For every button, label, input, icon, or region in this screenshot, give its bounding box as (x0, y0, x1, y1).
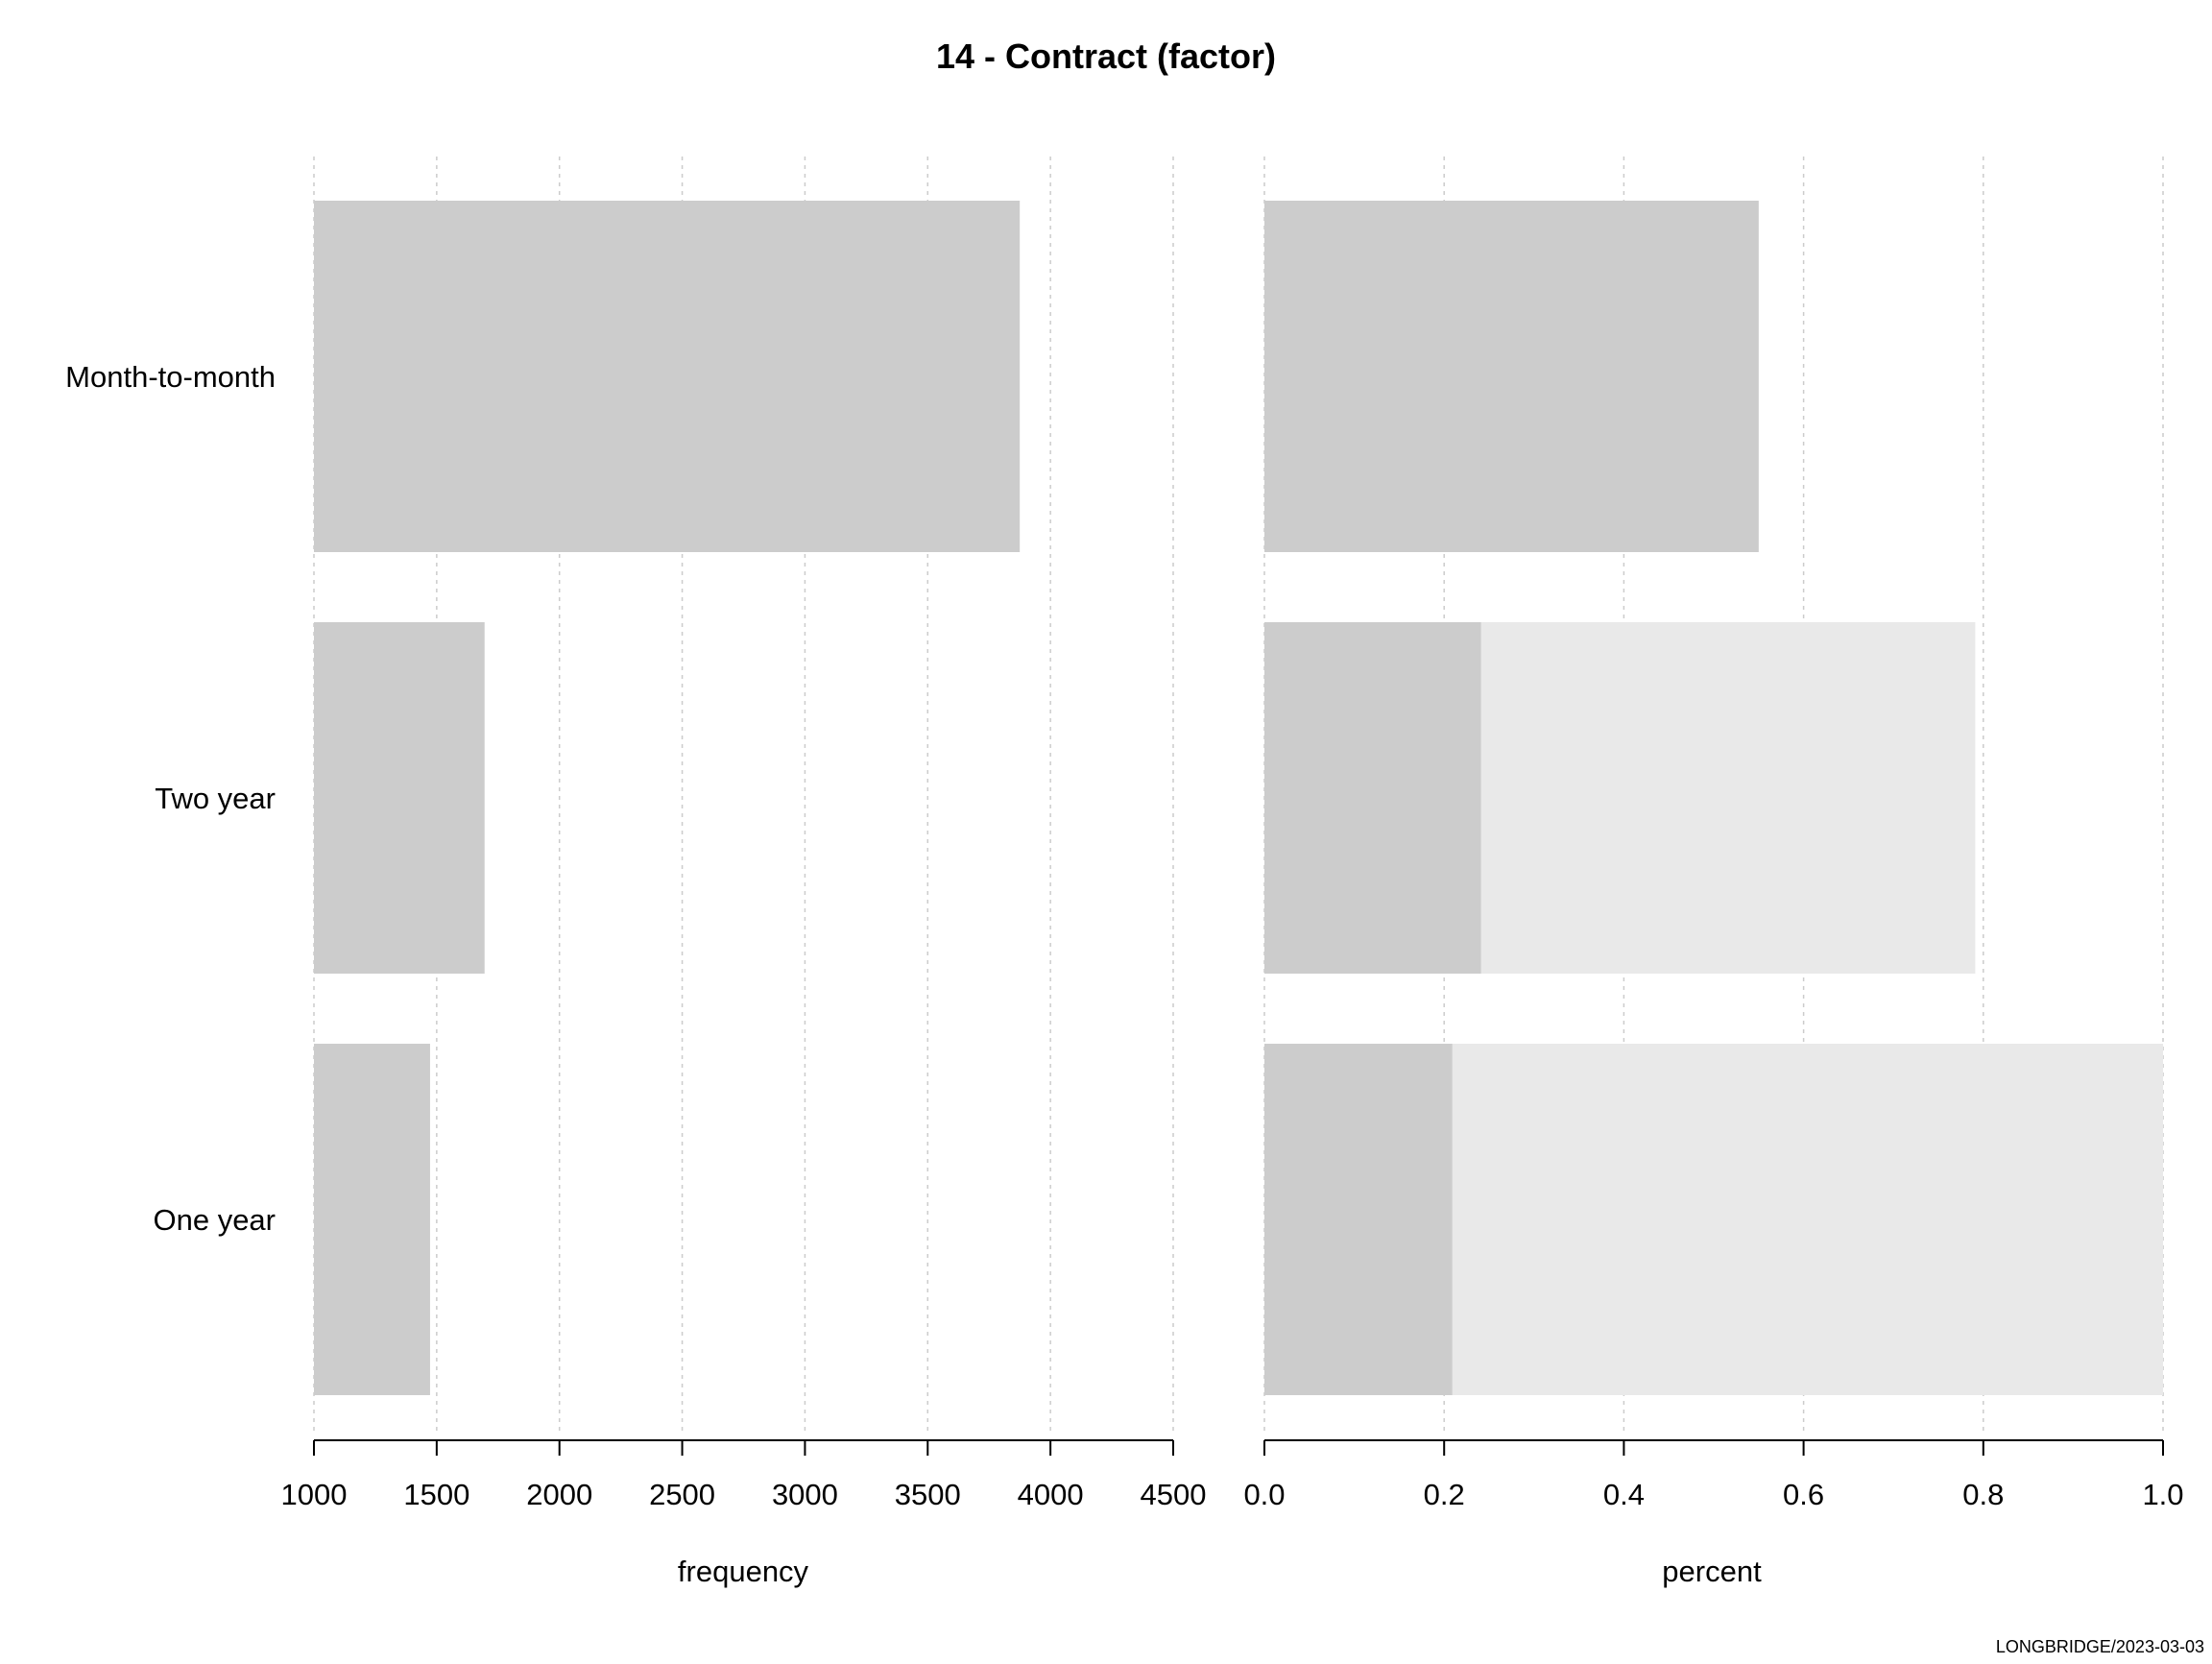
percent-tick-label: 0.8 (1962, 1478, 2004, 1511)
percent-bar-one-year (1264, 1044, 1453, 1395)
percent-bar-two-year (1264, 622, 1481, 974)
frequency-bar-month-to-month (314, 201, 1021, 552)
frequency-bar-one-year (314, 1044, 430, 1395)
category-labels: Month-to-month Two year One year (65, 360, 276, 1237)
frequency-axis: 1000 1500 2000 2500 3000 3500 4000 4500 (281, 1439, 1207, 1511)
category-label-two-year: Two year (155, 782, 276, 815)
chart-title: 14 - Contract (factor) (936, 36, 1276, 76)
percent-tick-label: 0.0 (1243, 1478, 1285, 1511)
percent-bars (1264, 201, 2163, 1395)
frequency-panel: 1000 1500 2000 2500 3000 3500 4000 4500 frequen… (281, 157, 1207, 1588)
frequency-tick-label: 4500 (1141, 1478, 1207, 1511)
percent-tick-label: 1.0 (2142, 1478, 2183, 1511)
frequency-tick-label: 4000 (1018, 1478, 1084, 1511)
percent-axis-title: percent (1662, 1555, 1762, 1588)
frequency-tick-label: 1500 (403, 1478, 469, 1511)
percent-panel: 0.0 0.2 0.4 0.6 0.8 1.0 percent (1243, 157, 2184, 1588)
frequency-tick-label: 3500 (895, 1478, 961, 1511)
category-label-month-to-month: Month-to-month (65, 360, 276, 394)
frequency-axis-title: frequency (678, 1555, 809, 1588)
percent-bar-month-to-month (1264, 201, 1759, 552)
percent-axis: 0.0 0.2 0.4 0.6 0.8 1.0 (1243, 1439, 2184, 1511)
frequency-bar-two-year (314, 622, 485, 974)
frequency-bars (314, 201, 1021, 1395)
frequency-tick-label: 1000 (281, 1478, 348, 1511)
frequency-tick-label: 3000 (772, 1478, 838, 1511)
percent-tick-label: 0.4 (1603, 1478, 1645, 1511)
category-label-one-year: One year (153, 1203, 276, 1237)
footer-credit: LONGBRIDGE/2023-03-03 (1996, 1637, 2204, 1656)
percent-tick-label: 0.2 (1424, 1478, 1465, 1511)
frequency-tick-label: 2000 (526, 1478, 592, 1511)
frequency-tick-label: 2500 (649, 1478, 715, 1511)
percent-tick-label: 0.6 (1783, 1478, 1824, 1511)
